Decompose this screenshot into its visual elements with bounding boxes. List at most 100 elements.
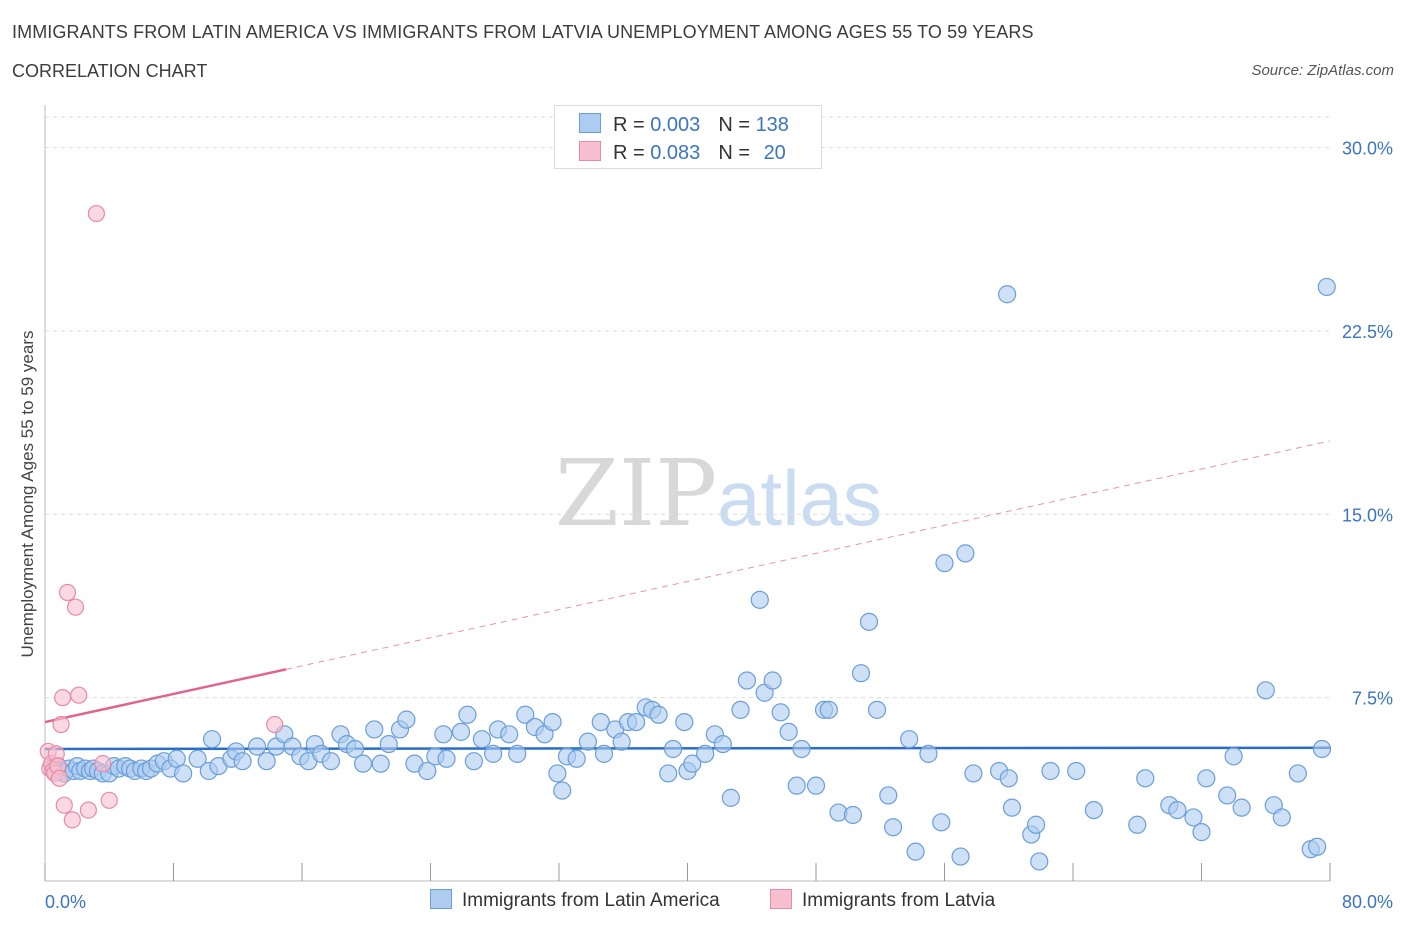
legend-n-value: 20 bbox=[763, 142, 786, 164]
point-latvia bbox=[79, 801, 97, 819]
point-latin-america bbox=[257, 752, 276, 771]
y-tick-label: 7.5% bbox=[1352, 689, 1393, 709]
point-latin-america bbox=[1168, 801, 1187, 820]
point-latvia bbox=[50, 769, 69, 787]
point-latin-america bbox=[951, 847, 970, 866]
bottom-legend-latvia: Immigrants from Latvia bbox=[770, 889, 995, 912]
point-latin-america bbox=[1002, 798, 1022, 817]
point-latin-america bbox=[1256, 681, 1275, 700]
point-latin-america bbox=[345, 739, 365, 759]
point-latin-america bbox=[819, 700, 838, 719]
legend-swatch-pink bbox=[579, 141, 601, 161]
point-latin-america bbox=[1067, 761, 1086, 781]
point-latin-america bbox=[247, 737, 267, 756]
point-latin-america bbox=[771, 703, 790, 722]
point-latin-america bbox=[484, 744, 503, 763]
point-latin-america bbox=[1084, 801, 1103, 820]
point-latin-america bbox=[900, 730, 919, 749]
point-latin-america bbox=[321, 752, 341, 771]
point-latvia bbox=[55, 796, 73, 814]
point-latin-america bbox=[851, 664, 871, 683]
point-latin-america bbox=[516, 705, 535, 724]
point-latin-america bbox=[458, 705, 477, 724]
legend-r-value: 0.003 bbox=[650, 114, 701, 136]
point-latin-america bbox=[956, 544, 975, 563]
chart-title: IMMIGRANTS FROM LATIN AMERICA VS IMMIGRA… bbox=[12, 22, 1034, 42]
point-latin-america bbox=[883, 818, 903, 837]
point-latin-america bbox=[591, 712, 610, 732]
point-latin-america bbox=[792, 739, 811, 759]
x-tick-label-max: 80.0% bbox=[1342, 892, 1393, 912]
point-latin-america bbox=[1224, 747, 1243, 766]
point-latin-america bbox=[464, 752, 483, 771]
point-latin-america bbox=[1030, 852, 1049, 871]
point-latvia bbox=[87, 204, 106, 223]
point-latvia bbox=[52, 715, 70, 734]
point-latvia bbox=[266, 715, 284, 734]
legend-n-label: N = bbox=[718, 142, 756, 164]
point-latin-america bbox=[1308, 837, 1327, 856]
legend-swatch-blue bbox=[579, 113, 601, 133]
bottom-legend-swatch-pink bbox=[770, 889, 792, 909]
point-latin-america bbox=[578, 732, 598, 751]
point-latin-america bbox=[779, 722, 798, 741]
tick-labels: 7.5% 15.0% 22.5% 30.0% 0.0% 80.0% bbox=[45, 139, 1393, 912]
point-latin-america bbox=[683, 754, 702, 773]
point-latin-america bbox=[1128, 815, 1147, 834]
point-latin-america bbox=[626, 712, 646, 732]
point-latin-america bbox=[999, 769, 1018, 788]
point-latin-america bbox=[1272, 808, 1291, 827]
point-latin-america bbox=[906, 842, 925, 861]
point-latin-america bbox=[649, 705, 668, 724]
point-latin-america bbox=[763, 671, 782, 690]
point-latvia bbox=[94, 755, 112, 773]
legend-n-value: 138 bbox=[755, 114, 789, 136]
point-latin-america bbox=[659, 764, 678, 783]
legend-r-label: R = bbox=[613, 142, 651, 164]
point-latvia bbox=[100, 791, 118, 809]
y-tick-label: 30.0% bbox=[1342, 139, 1393, 159]
legend-r-label: R = bbox=[613, 114, 651, 136]
y-tick-label: 15.0% bbox=[1342, 505, 1393, 525]
bottom-legend-label: Immigrants from Latin America bbox=[462, 890, 720, 911]
point-latvia bbox=[66, 598, 85, 616]
point-latin-america bbox=[437, 749, 456, 768]
point-latin-america bbox=[451, 722, 471, 741]
x-tick-label-min: 0.0% bbox=[45, 892, 86, 912]
point-latin-america bbox=[675, 712, 694, 732]
point-latin-america bbox=[594, 744, 614, 763]
point-latin-america bbox=[188, 749, 207, 768]
point-latin-america bbox=[365, 720, 384, 739]
point-latin-america bbox=[731, 700, 750, 719]
point-latin-america bbox=[567, 749, 586, 768]
bottom-legend-swatch-blue bbox=[430, 889, 452, 909]
point-latin-america bbox=[612, 732, 631, 751]
point-latin-america bbox=[859, 612, 879, 631]
correlation-legend: R = 0.003 N = 138 R = 0.083 N = 20 bbox=[554, 105, 822, 169]
point-latin-america bbox=[379, 734, 398, 754]
point-latin-america bbox=[932, 813, 951, 832]
point-latin-america bbox=[508, 744, 527, 763]
legend-n-label: N = bbox=[718, 114, 756, 136]
trend-line-latvia-dashed bbox=[285, 440, 1331, 670]
point-latin-america bbox=[998, 285, 1017, 304]
point-latin-america bbox=[202, 730, 222, 749]
point-latin-america bbox=[553, 781, 572, 800]
point-latin-america bbox=[500, 725, 519, 744]
point-latin-america bbox=[434, 725, 453, 744]
legend-row-latin-america: R = 0.003 N = 138 bbox=[579, 113, 789, 136]
point-latvia bbox=[58, 583, 77, 602]
point-latin-america bbox=[964, 764, 983, 783]
point-latin-america bbox=[737, 671, 757, 690]
point-latin-america bbox=[353, 754, 373, 773]
legend-r-value: 0.083 bbox=[650, 142, 701, 164]
source-credit: Source: ZipAtlas.com bbox=[1251, 62, 1394, 79]
point-latin-america bbox=[696, 744, 715, 763]
point-latin-america bbox=[371, 754, 390, 773]
point-latin-america bbox=[1218, 786, 1237, 805]
point-latin-america bbox=[233, 752, 252, 771]
point-latin-america bbox=[472, 730, 491, 749]
point-latin-america bbox=[418, 761, 437, 781]
chart-subtitle: CORRELATION CHART bbox=[12, 61, 208, 81]
point-latin-america bbox=[843, 805, 863, 825]
